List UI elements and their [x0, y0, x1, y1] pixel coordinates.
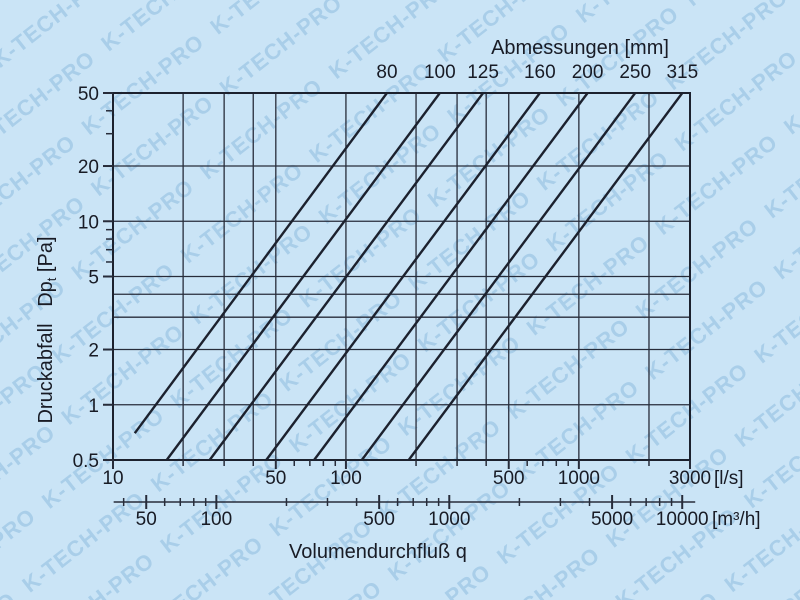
y-axis-title: Druckabfall Dpt [Pa] [35, 236, 59, 423]
dimension-label-250: 250 [619, 62, 651, 83]
y-tick-label: 1 [88, 396, 99, 417]
dimension-label-80: 80 [376, 62, 397, 83]
y-tick-label: 20 [78, 157, 99, 178]
m3h-tick-label: 10000 [656, 509, 709, 530]
series-line-80 [133, 92, 388, 434]
series-line-315 [407, 92, 684, 461]
x-tick-label: 10 [102, 468, 123, 489]
dimension-label-100: 100 [424, 62, 456, 83]
dimension-label-125: 125 [467, 62, 499, 83]
dimension-label-160: 160 [524, 62, 556, 83]
m3h-tick-label: 5000 [591, 509, 633, 530]
m3h-tick-label: 50 [136, 509, 157, 530]
y-tick-label: 5 [88, 268, 99, 289]
x-tick-label: 500 [493, 468, 525, 489]
m3h-tick-label: 100 [200, 509, 232, 530]
y-tick-label: 50 [78, 84, 99, 105]
y-tick-label: 2 [88, 341, 99, 362]
m3h-tick-label: 1000 [428, 509, 470, 530]
series-line-200 [313, 92, 589, 461]
secondary-unit-label: [m³/h] [712, 509, 761, 530]
x-tick-label: 3000 [669, 468, 711, 489]
series-line-250 [360, 92, 637, 461]
top-axis-title: Abmessungen [mm] [491, 37, 669, 59]
series-line-125 [208, 92, 485, 461]
dimension-label-315: 315 [666, 62, 698, 83]
m3h-tick-label: 500 [363, 509, 395, 530]
x-axis-title: Volumendurchfluß q [289, 541, 467, 563]
series-line-160 [265, 92, 541, 461]
x-tick-label: 100 [330, 468, 362, 489]
primary-unit-label: [l/s] [714, 468, 744, 489]
series-layer [133, 92, 684, 461]
x-tick-label: 1000 [558, 468, 600, 489]
y-tick-label: 0.5 [73, 451, 99, 472]
x-tick-label: 50 [265, 468, 286, 489]
dimension-label-200: 200 [572, 62, 604, 83]
axis-layer [103, 92, 696, 509]
y-tick-label: 10 [78, 212, 99, 233]
series-line-100 [165, 92, 441, 461]
